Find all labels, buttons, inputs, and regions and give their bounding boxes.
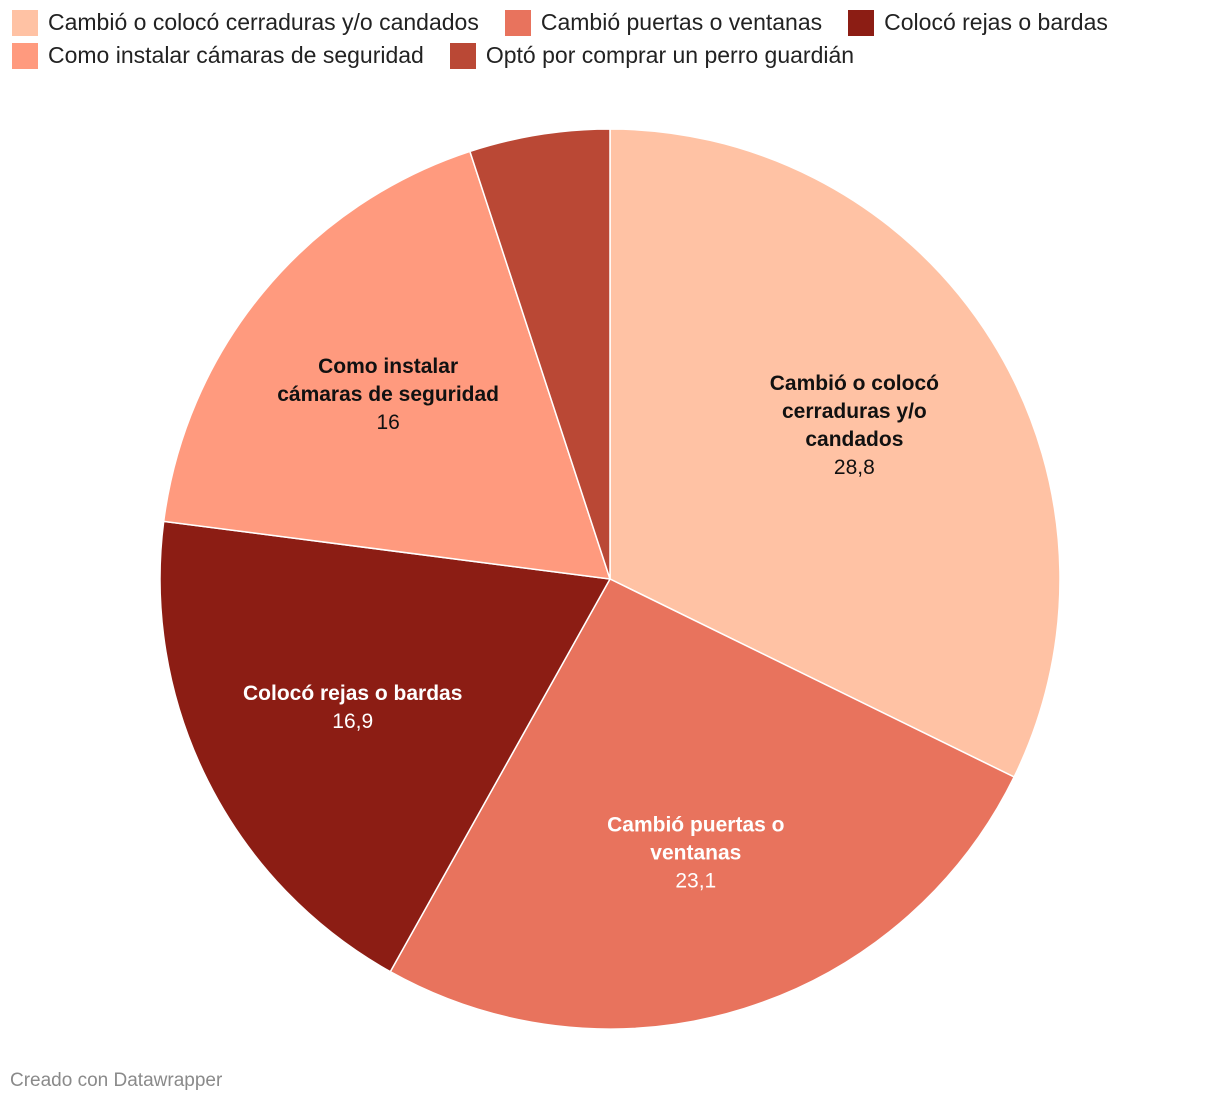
legend-row-2: Como instalar cámaras de seguridad Optó … — [12, 39, 1212, 72]
footer-credit: Creado con Datawrapper — [10, 1070, 223, 1091]
legend-item: Cambió puertas o ventanas — [504, 9, 823, 36]
pie-slice — [609, 128, 1061, 778]
legend: Cambió o colocó cerraduras y/o candados … — [12, 6, 1212, 72]
slice-label: Como instalar cámaras de seguridad 16 — [277, 355, 499, 434]
slice-value-label: 28,8 — [834, 456, 875, 479]
slice-label-text: Cambió puertas o — [607, 813, 784, 836]
slice-label-text: Colocó rejas o bardas — [243, 682, 462, 705]
pie-slice — [389, 578, 1016, 1030]
legend-label: Cambió o colocó cerraduras y/o candados — [48, 9, 479, 35]
slice-label-text: Cambió o colocó — [770, 372, 939, 395]
slice-value-label: 23,1 — [675, 869, 716, 892]
pie-slice — [468, 128, 611, 580]
legend-swatch — [12, 42, 38, 69]
slice-label: Cambió o colocó cerraduras y/o candados 28,… — [770, 372, 939, 479]
legend-swatch — [449, 42, 476, 69]
slice-value-label: 16,9 — [332, 710, 373, 733]
legend-label: Optó por comprar un perro guardián — [485, 42, 855, 68]
legend-item: Optó por comprar un perro guardián — [449, 42, 855, 69]
legend-row-1: Cambió o colocó cerraduras y/o candados … — [12, 6, 1212, 39]
legend-label: Colocó rejas o bardas — [884, 9, 1108, 35]
legend-label: Como instalar cámaras de seguridad — [48, 42, 424, 68]
slice-label-text: cámaras de seguridad — [277, 383, 499, 406]
legend-item: Cambió o colocó cerraduras y/o candados — [12, 9, 479, 36]
legend-label: Cambió puertas o ventanas — [540, 9, 823, 35]
slice-label: Colocó rejas o bardas 16,9 — [243, 682, 462, 733]
pie-slice — [159, 520, 612, 973]
pie-slice — [162, 150, 612, 580]
legend-swatch — [848, 9, 875, 36]
legend-swatch — [504, 9, 531, 36]
slice-label-text: Como instalar — [318, 355, 458, 378]
slice-value-label: 16 — [376, 411, 399, 434]
legend-item: Colocó rejas o bardas — [848, 9, 1108, 36]
legend-item: Como instalar cámaras de seguridad — [12, 42, 424, 69]
legend-swatch — [12, 9, 38, 36]
slice-label-text: ventanas — [650, 841, 741, 864]
slice-label-text: candados — [805, 428, 903, 451]
slice-label: Cambió puertas o ventanas 23,1 — [607, 813, 784, 892]
slice-label-text: cerraduras y/o — [782, 400, 927, 423]
